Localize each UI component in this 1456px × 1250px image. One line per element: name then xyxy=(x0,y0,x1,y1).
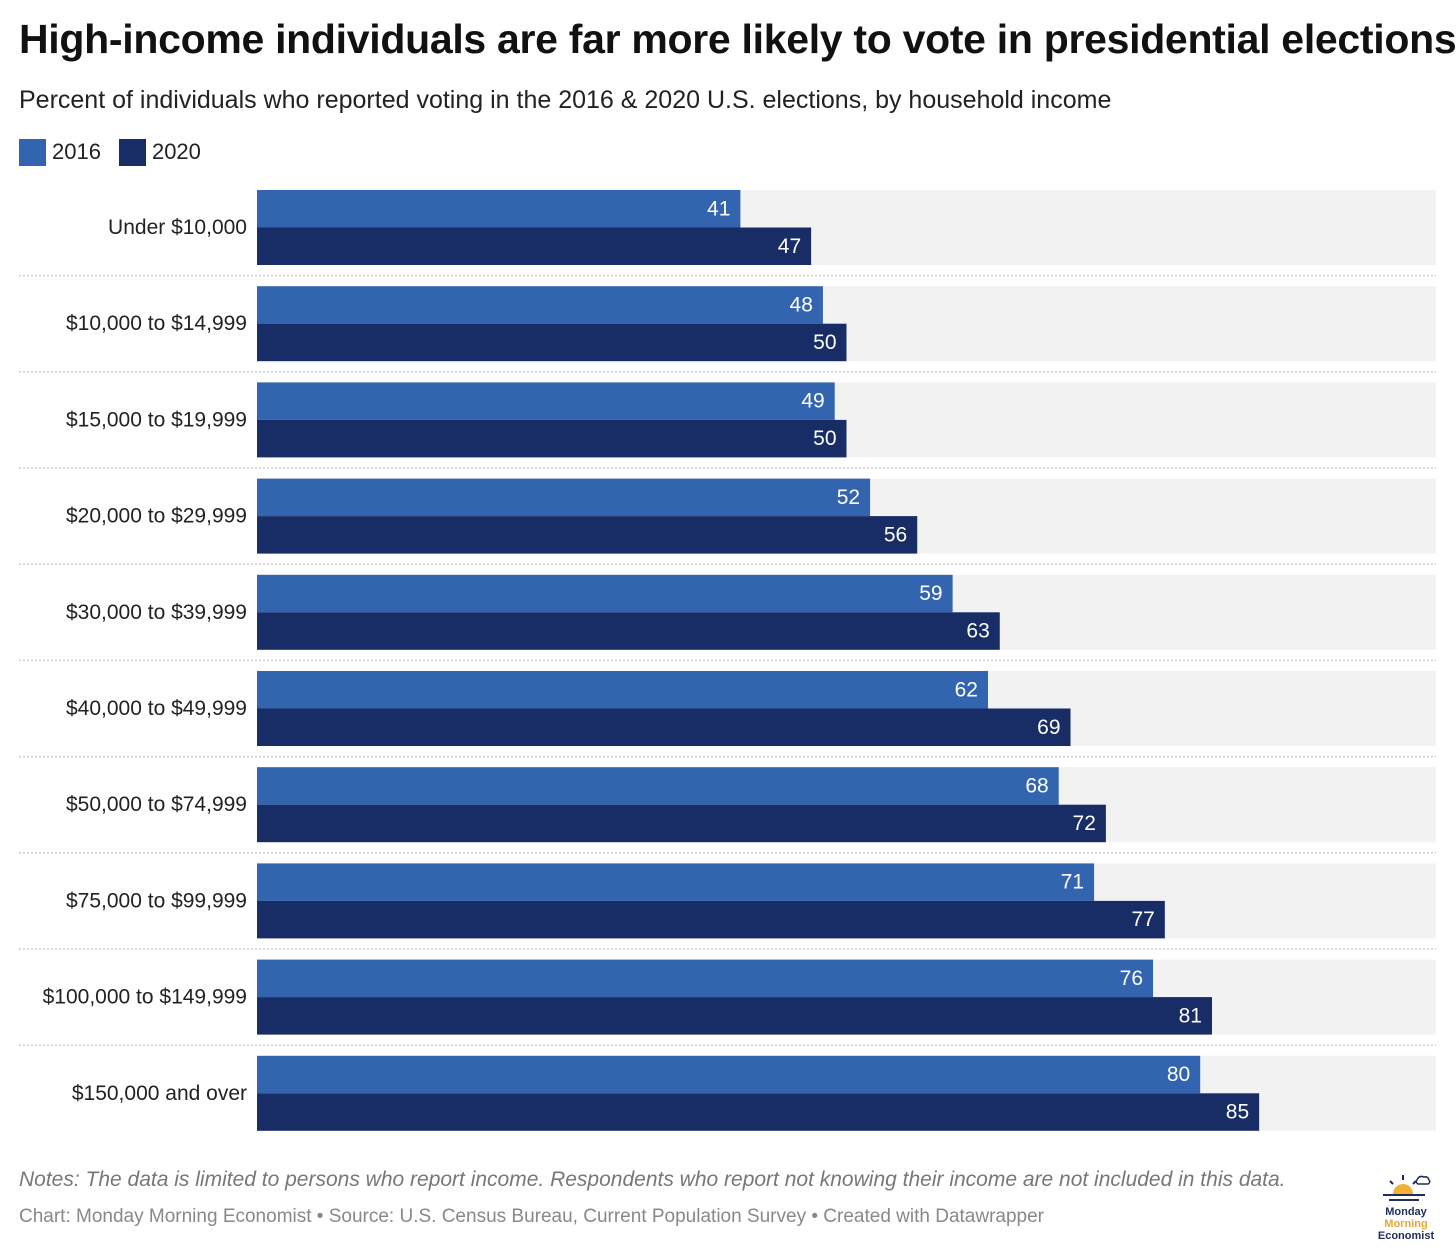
bar-2016 xyxy=(257,478,871,517)
data-label-2016: 49 xyxy=(801,390,824,413)
bar-2020 xyxy=(257,1093,1260,1131)
data-label-2016: 48 xyxy=(790,293,813,316)
category-label: Under $10,000 xyxy=(108,216,247,239)
category-label: $20,000 to $29,999 xyxy=(66,505,247,528)
legend: 2016 2020 xyxy=(19,138,219,166)
data-label-2020: 72 xyxy=(1073,812,1096,835)
category-label: $10,000 to $14,999 xyxy=(66,312,247,335)
bar-2020 xyxy=(257,419,847,458)
chart-title: High-income individuals are far more lik… xyxy=(19,16,1456,62)
bar-2016 xyxy=(257,382,835,420)
category-label: $40,000 to $49,999 xyxy=(66,697,247,720)
legend-label-2020: 2020 xyxy=(151,139,201,164)
data-label-2020: 77 xyxy=(1131,908,1154,931)
category-label: $30,000 to $39,999 xyxy=(66,601,247,624)
bar-2016 xyxy=(257,190,741,228)
bar-2020 xyxy=(257,612,1000,650)
category-label: $150,000 and over xyxy=(72,1082,247,1105)
data-label-2016: 59 xyxy=(919,582,942,605)
category-label: $15,000 to $19,999 xyxy=(66,408,247,431)
bar-2020 xyxy=(257,227,812,265)
bar-2020 xyxy=(257,997,1212,1035)
data-label-2020: 85 xyxy=(1226,1101,1249,1124)
logo-text-line1: Monday xyxy=(1385,1206,1427,1218)
data-label-2020: 63 xyxy=(966,620,989,643)
data-label-2020: 69 xyxy=(1037,716,1060,739)
bar-2016 xyxy=(257,574,953,613)
category-label: $50,000 to $74,999 xyxy=(66,793,247,816)
logo-text-line2: Morning xyxy=(1384,1218,1428,1230)
data-label-2016: 62 xyxy=(955,678,978,701)
data-label-2016: 52 xyxy=(837,486,860,509)
data-label-2016: 68 xyxy=(1025,774,1048,797)
logo-text-line3: Economist xyxy=(1377,1230,1435,1242)
bar-2020 xyxy=(257,516,918,554)
bar-2016 xyxy=(257,863,1095,901)
bar-2020 xyxy=(257,708,1071,746)
chart-subtitle: Percent of individuals who reported voti… xyxy=(19,86,1112,114)
data-label-2016: 76 xyxy=(1120,967,1143,990)
sunrise-icon xyxy=(1381,1175,1431,1206)
bar-2020 xyxy=(257,900,1165,939)
legend-swatch-2016 xyxy=(19,138,46,166)
data-label-2020: 81 xyxy=(1179,1004,1202,1027)
data-label-2016: 41 xyxy=(707,197,730,220)
data-label-2020: 47 xyxy=(778,235,801,258)
data-label-2016: 71 xyxy=(1061,871,1084,894)
bar-2016 xyxy=(257,286,823,324)
bar-2016 xyxy=(257,671,988,709)
bar-2020 xyxy=(257,323,847,362)
chart-notes: Notes: The data is limited to persons wh… xyxy=(19,1168,1286,1191)
legend-label-2016: 2016 xyxy=(52,139,101,164)
bar-2020 xyxy=(257,804,1106,843)
chart-credit: Chart: Monday Morning Economist • Source… xyxy=(19,1206,1045,1227)
category-label: $100,000 to $149,999 xyxy=(43,986,247,1009)
bar-2016 xyxy=(257,767,1059,805)
brand-logo: Monday Morning Economist xyxy=(1366,1172,1446,1246)
bar-2016 xyxy=(257,959,1154,998)
legend-item-2016: 2016 xyxy=(19,138,101,166)
bar-2016 xyxy=(257,1055,1201,1094)
data-label-2020: 56 xyxy=(884,523,907,546)
legend-item-2020: 2020 xyxy=(118,138,201,166)
category-label: $75,000 to $99,999 xyxy=(66,889,247,912)
data-label-2020: 50 xyxy=(813,427,836,450)
data-label-2016: 80 xyxy=(1167,1063,1190,1086)
data-label-2020: 50 xyxy=(813,331,836,354)
legend-swatch-2020 xyxy=(118,138,146,166)
